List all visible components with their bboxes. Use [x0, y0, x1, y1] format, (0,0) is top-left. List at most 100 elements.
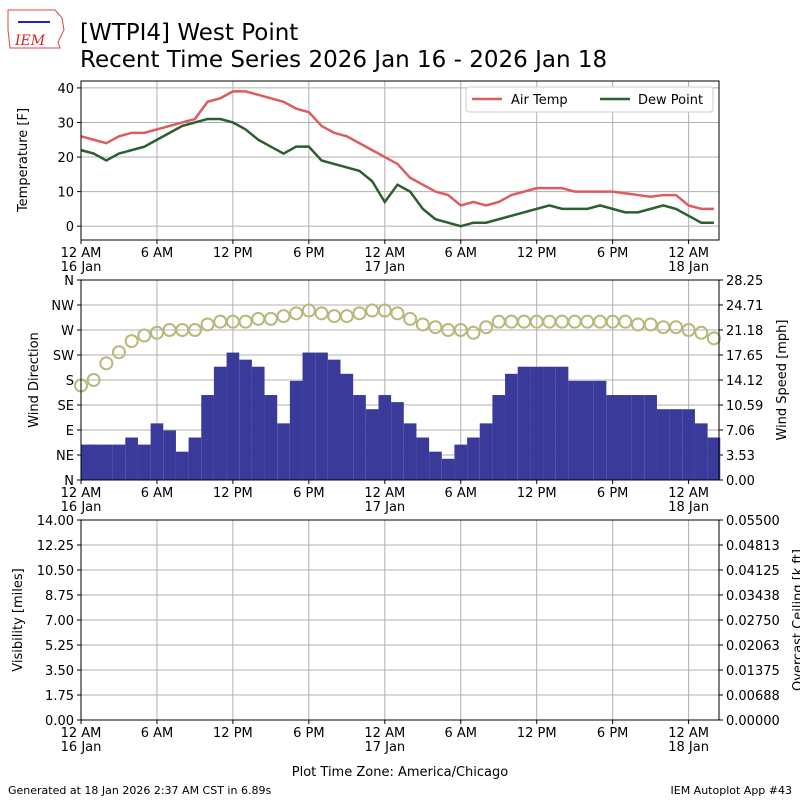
y-tick-label-right: 0.03438	[726, 589, 780, 604]
wind-direction-point	[580, 314, 595, 329]
wind-direction-point	[542, 314, 557, 329]
y-axis-label-visibility: Visibility [miles]	[11, 568, 26, 671]
wind-direction-point	[390, 306, 405, 321]
wind-direction-point	[314, 306, 329, 321]
plot-frame	[80, 279, 720, 481]
y-axis-label-temperature: Temperature [F]	[16, 108, 31, 213]
x-tick-label: 12 AM	[61, 726, 102, 741]
wind-speed-bar	[593, 380, 607, 480]
wind-speed-bar	[213, 366, 227, 480]
wind-speed-bar	[302, 352, 316, 480]
wind-speed-bar	[505, 373, 518, 480]
x-tick-label: 12 AM	[61, 486, 102, 501]
wind-speed-bar	[251, 366, 265, 480]
wind-direction-point	[567, 314, 582, 329]
x-tick-sublabel: 16 Jan	[61, 260, 102, 275]
wind-speed-bar	[137, 444, 151, 480]
wind-speed-bar	[353, 395, 366, 480]
x-tick-label: 6 AM	[445, 486, 478, 501]
y-tick-label-right: 28.25	[726, 274, 763, 289]
wind-direction-point	[111, 345, 126, 360]
wind-speed-bar	[606, 395, 619, 480]
app-label: IEM Autoplot App #43	[671, 784, 793, 797]
wind-speed-bar	[441, 458, 455, 480]
plot-frame	[80, 519, 720, 721]
wind-speed-bar	[555, 366, 569, 480]
wind-speed-bar	[277, 423, 290, 480]
wind-speed-bar	[416, 437, 430, 480]
wind-speed-bar	[327, 359, 341, 480]
wind-direction-point	[301, 303, 316, 318]
wind-direction-point	[428, 320, 443, 335]
air-temp-line	[80, 90, 714, 211]
wind-direction-point	[238, 314, 253, 329]
legend: Air Temp Dew Point	[465, 86, 714, 113]
wind-speed-bar	[543, 366, 556, 480]
wind-speed-bar	[631, 395, 645, 480]
x-tick-label: 6 AM	[141, 726, 174, 741]
wind-speed-bar	[340, 373, 354, 480]
y-tick-label-right: 0.00	[726, 474, 755, 489]
y-tick-label-left: W	[61, 324, 74, 339]
generated-text: Generated at 18 Jan 2026 2:37 AM CST in …	[8, 784, 271, 797]
y-tick-label-left: 5.25	[45, 639, 74, 654]
y-tick-label-left: 3.50	[45, 664, 74, 679]
wind-speed-bar	[264, 395, 278, 480]
x-tick-label: 12 PM	[517, 246, 557, 261]
wind-direction-point	[491, 314, 506, 329]
dew-point-line	[80, 117, 714, 228]
wind-speed-bar	[226, 352, 240, 480]
y-tick-label-right: 0.00688	[726, 689, 780, 704]
x-tick-label: 6 AM	[141, 486, 174, 501]
wind-direction-point	[251, 311, 266, 326]
wind-direction-point	[681, 323, 696, 337]
y-tick-label-left: 30	[57, 116, 74, 131]
wind-direction-point	[276, 309, 291, 324]
wind-direction-point	[466, 325, 481, 340]
iem-logo: IEM	[7, 9, 65, 49]
x-tick-label: 12 PM	[213, 486, 253, 501]
y-tick-label-left: SE	[58, 399, 74, 414]
legend-dew-point: Dew Point	[638, 93, 703, 108]
wind-speed-bar	[175, 451, 189, 480]
wind-direction-point	[504, 314, 519, 329]
y-tick-label-right: 0.02063	[726, 639, 780, 654]
wind-speed-bar	[365, 409, 379, 480]
y-tick-label-left: 12.25	[37, 539, 74, 554]
x-tick-label: 12 AM	[668, 726, 709, 741]
y-tick-label-right: 24.71	[726, 299, 763, 314]
wind-speed-bar	[378, 395, 392, 480]
y-tick-label-right: 17.65	[726, 349, 763, 364]
wind-speed-bar	[163, 430, 176, 480]
wind-speed-bar	[467, 437, 480, 480]
y-tick-label-left: N	[64, 274, 74, 289]
wind-speed-bar	[694, 423, 708, 480]
y-axis-label-ceiling: Overcast Ceiling [k ft]	[791, 549, 800, 691]
y-tick-label-left: 40	[57, 82, 74, 97]
y-tick-label-left: 1.75	[45, 689, 74, 704]
y-tick-label-left: 14.00	[37, 514, 74, 529]
y-tick-label-left: 8.75	[45, 589, 74, 604]
wind-speed-bar	[517, 366, 531, 480]
y-tick-label-left: SW	[53, 349, 74, 364]
wind-direction-point	[263, 311, 278, 326]
wind-speed-bar	[201, 395, 214, 480]
x-tick-sublabel: 17 Jan	[364, 260, 405, 275]
y-tick-label-left: 0	[66, 220, 74, 235]
wind-speed-bar	[87, 444, 100, 480]
y-tick-label-left: 20	[57, 151, 74, 166]
wind-direction-point	[137, 328, 152, 343]
x-tick-label: 12 PM	[517, 726, 557, 741]
x-tick-label: 6 PM	[597, 486, 628, 501]
wind-direction-point	[706, 331, 721, 346]
wind-speed-bar	[429, 451, 442, 480]
wind-direction-point	[352, 306, 367, 321]
y-tick-label-right: 0.05500	[726, 514, 780, 529]
x-tick-sublabel: 17 Jan	[364, 500, 405, 515]
y-tick-label-right: 7.06	[726, 424, 755, 439]
wind-direction-point	[327, 309, 342, 324]
wind-direction-point	[668, 320, 683, 335]
wind-speed-bar	[125, 437, 138, 480]
wind-speed-bar	[568, 380, 582, 480]
